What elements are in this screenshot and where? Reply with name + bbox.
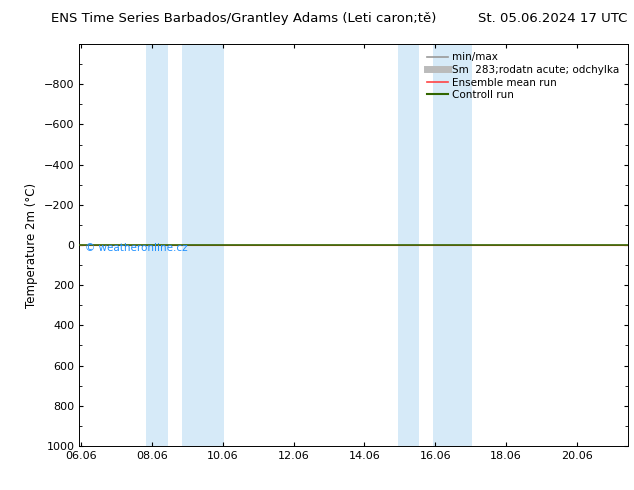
- Legend: min/max, Sm  283;rodatn acute; odchylka, Ensemble mean run, Controll run: min/max, Sm 283;rodatn acute; odchylka, …: [424, 49, 623, 103]
- Bar: [146, 44, 168, 446]
- Y-axis label: Temperature 2m (°C): Temperature 2m (°C): [25, 182, 38, 308]
- Text: ENS Time Series Barbados/Grantley Adams (Leti caron;tě): ENS Time Series Barbados/Grantley Adams …: [51, 12, 436, 25]
- Bar: [398, 44, 419, 446]
- Bar: [433, 44, 472, 446]
- Bar: [182, 44, 224, 446]
- Text: St. 05.06.2024 17 UTC: St. 05.06.2024 17 UTC: [478, 12, 628, 25]
- Text: © weatheronline.cz: © weatheronline.cz: [85, 243, 188, 253]
